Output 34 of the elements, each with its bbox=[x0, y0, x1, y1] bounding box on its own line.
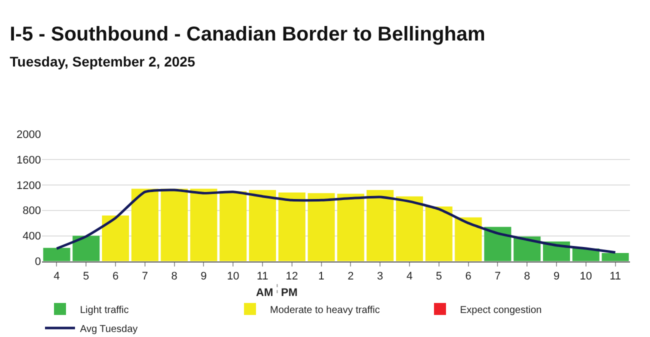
x-tick-label: 2 bbox=[348, 270, 354, 282]
y-tick-label: 0 bbox=[34, 256, 41, 268]
x-tick-label: 4 bbox=[406, 270, 413, 282]
x-tick-label: 5 bbox=[436, 270, 442, 282]
chart-subtitle: Tuesday, September 2, 2025 bbox=[10, 53, 196, 70]
x-tick-label: 7 bbox=[142, 270, 148, 282]
text: PM bbox=[281, 287, 298, 299]
x-tick-label: 10 bbox=[580, 270, 592, 282]
legend-label: Expect congestion bbox=[460, 304, 542, 316]
x-tick-label: 7 bbox=[494, 270, 501, 282]
x-tick-label: 9 bbox=[200, 270, 207, 282]
legend-label: Avg Tuesday bbox=[80, 324, 138, 335]
legend-label: Moderate to heavy traffic bbox=[270, 304, 380, 316]
x-tick-label: 11 bbox=[610, 270, 622, 282]
x-tick-label: 1 bbox=[318, 270, 324, 282]
x-tick-label: 5 bbox=[83, 270, 90, 282]
y-tick-label: 1600 bbox=[16, 154, 41, 166]
x-tick-label: 3 bbox=[377, 270, 384, 282]
y-tick-label: 2000 bbox=[16, 128, 41, 141]
y-tick-label: 400 bbox=[22, 230, 41, 243]
y-tick-label: 800 bbox=[22, 205, 41, 218]
x-tick-label: 6 bbox=[465, 270, 472, 282]
legend-label: Light traffic bbox=[80, 304, 129, 316]
x-tick-label: 11 bbox=[256, 270, 268, 282]
x-tick-label: 9 bbox=[553, 270, 560, 282]
x-tick-label: 6 bbox=[112, 270, 119, 282]
chart-title: I-5 - Southbound - Canadian Border to Bellingham bbox=[10, 23, 486, 46]
x-tick-label: 8 bbox=[171, 270, 178, 282]
x-tick-label: 12 bbox=[286, 270, 298, 282]
x-tick-label: 8 bbox=[524, 270, 530, 282]
x-tick-label: 4 bbox=[54, 270, 60, 282]
text: AM bbox=[256, 287, 274, 299]
y-tick-label: 1200 bbox=[16, 180, 41, 192]
x-tick-label: 10 bbox=[226, 270, 240, 282]
